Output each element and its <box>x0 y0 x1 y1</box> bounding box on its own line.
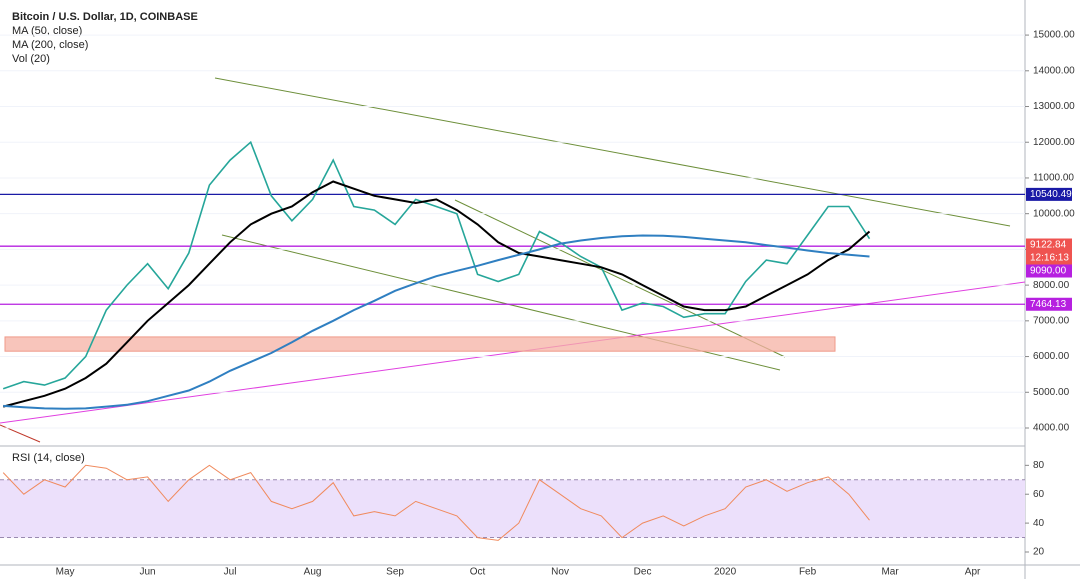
indicator-label: MA (200, close) <box>12 39 88 51</box>
price-tag <box>1026 238 1072 252</box>
y-tick-label: 14000.00 <box>1033 65 1075 76</box>
x-tick-label: Oct <box>470 567 486 578</box>
y-tick-label: 60 <box>1033 489 1045 500</box>
price-tag-label: 9090.00 <box>1030 266 1067 277</box>
series-line <box>2 180 871 408</box>
series-line <box>2 140 871 390</box>
countdown: 12:16:13 <box>1030 253 1069 264</box>
x-tick-label: Feb <box>799 567 817 578</box>
y-tick-label: 15000.00 <box>1033 30 1075 41</box>
y-tick-label: 6000.00 <box>1033 351 1070 362</box>
x-tick-label: May <box>56 567 75 578</box>
symbol-title: Bitcoin / U.S. Dollar, 1D, COINBASE <box>12 11 198 23</box>
price-tag <box>1026 297 1072 311</box>
x-tick-label: 2020 <box>714 567 737 578</box>
indicator-label: RSI (14, close) <box>12 452 85 464</box>
y-tick-label: 4000.00 <box>1033 423 1070 434</box>
x-tick-label: Sep <box>386 567 404 578</box>
y-tick-label: 13000.00 <box>1033 101 1075 112</box>
x-tick-label: Aug <box>304 567 322 578</box>
y-tick-label: 10000.00 <box>1033 208 1075 219</box>
y-tick-label: 40 <box>1033 518 1045 529</box>
y-tick-label: 8000.00 <box>1033 280 1070 291</box>
zone <box>4 336 836 352</box>
y-tick-label: 11000.00 <box>1033 173 1074 184</box>
trendline <box>214 77 1011 227</box>
x-tick-label: Dec <box>634 567 652 578</box>
x-tick-label: Jun <box>140 567 156 578</box>
indicator-label: Vol (20) <box>12 53 50 65</box>
price-tag-label: 10540.49 <box>1030 189 1072 200</box>
indicator-label: MA (50, close) <box>12 25 82 37</box>
countdown-tag <box>1026 251 1072 265</box>
y-tick-label: 7000.00 <box>1033 315 1070 326</box>
y-tick-label: 5000.00 <box>1033 387 1070 398</box>
y-tick-label: 80 <box>1033 460 1045 471</box>
x-tick-label: Mar <box>881 567 899 578</box>
x-tick-label: Nov <box>551 567 569 578</box>
y-tick-label: 20 <box>1033 547 1045 558</box>
price-tag-label: 9122.84 <box>1030 240 1067 251</box>
series-line <box>3 234 870 410</box>
trendline <box>0 281 1026 424</box>
x-tick-label: Jul <box>224 567 237 578</box>
series-line <box>2 464 870 541</box>
price-tag <box>1026 187 1072 201</box>
price-tag <box>1026 264 1072 278</box>
y-tick-label: 12000.00 <box>1033 137 1075 148</box>
price-tag-label: 7464.13 <box>1030 299 1067 310</box>
trendline <box>454 199 786 358</box>
x-tick-label: Apr <box>965 567 981 578</box>
